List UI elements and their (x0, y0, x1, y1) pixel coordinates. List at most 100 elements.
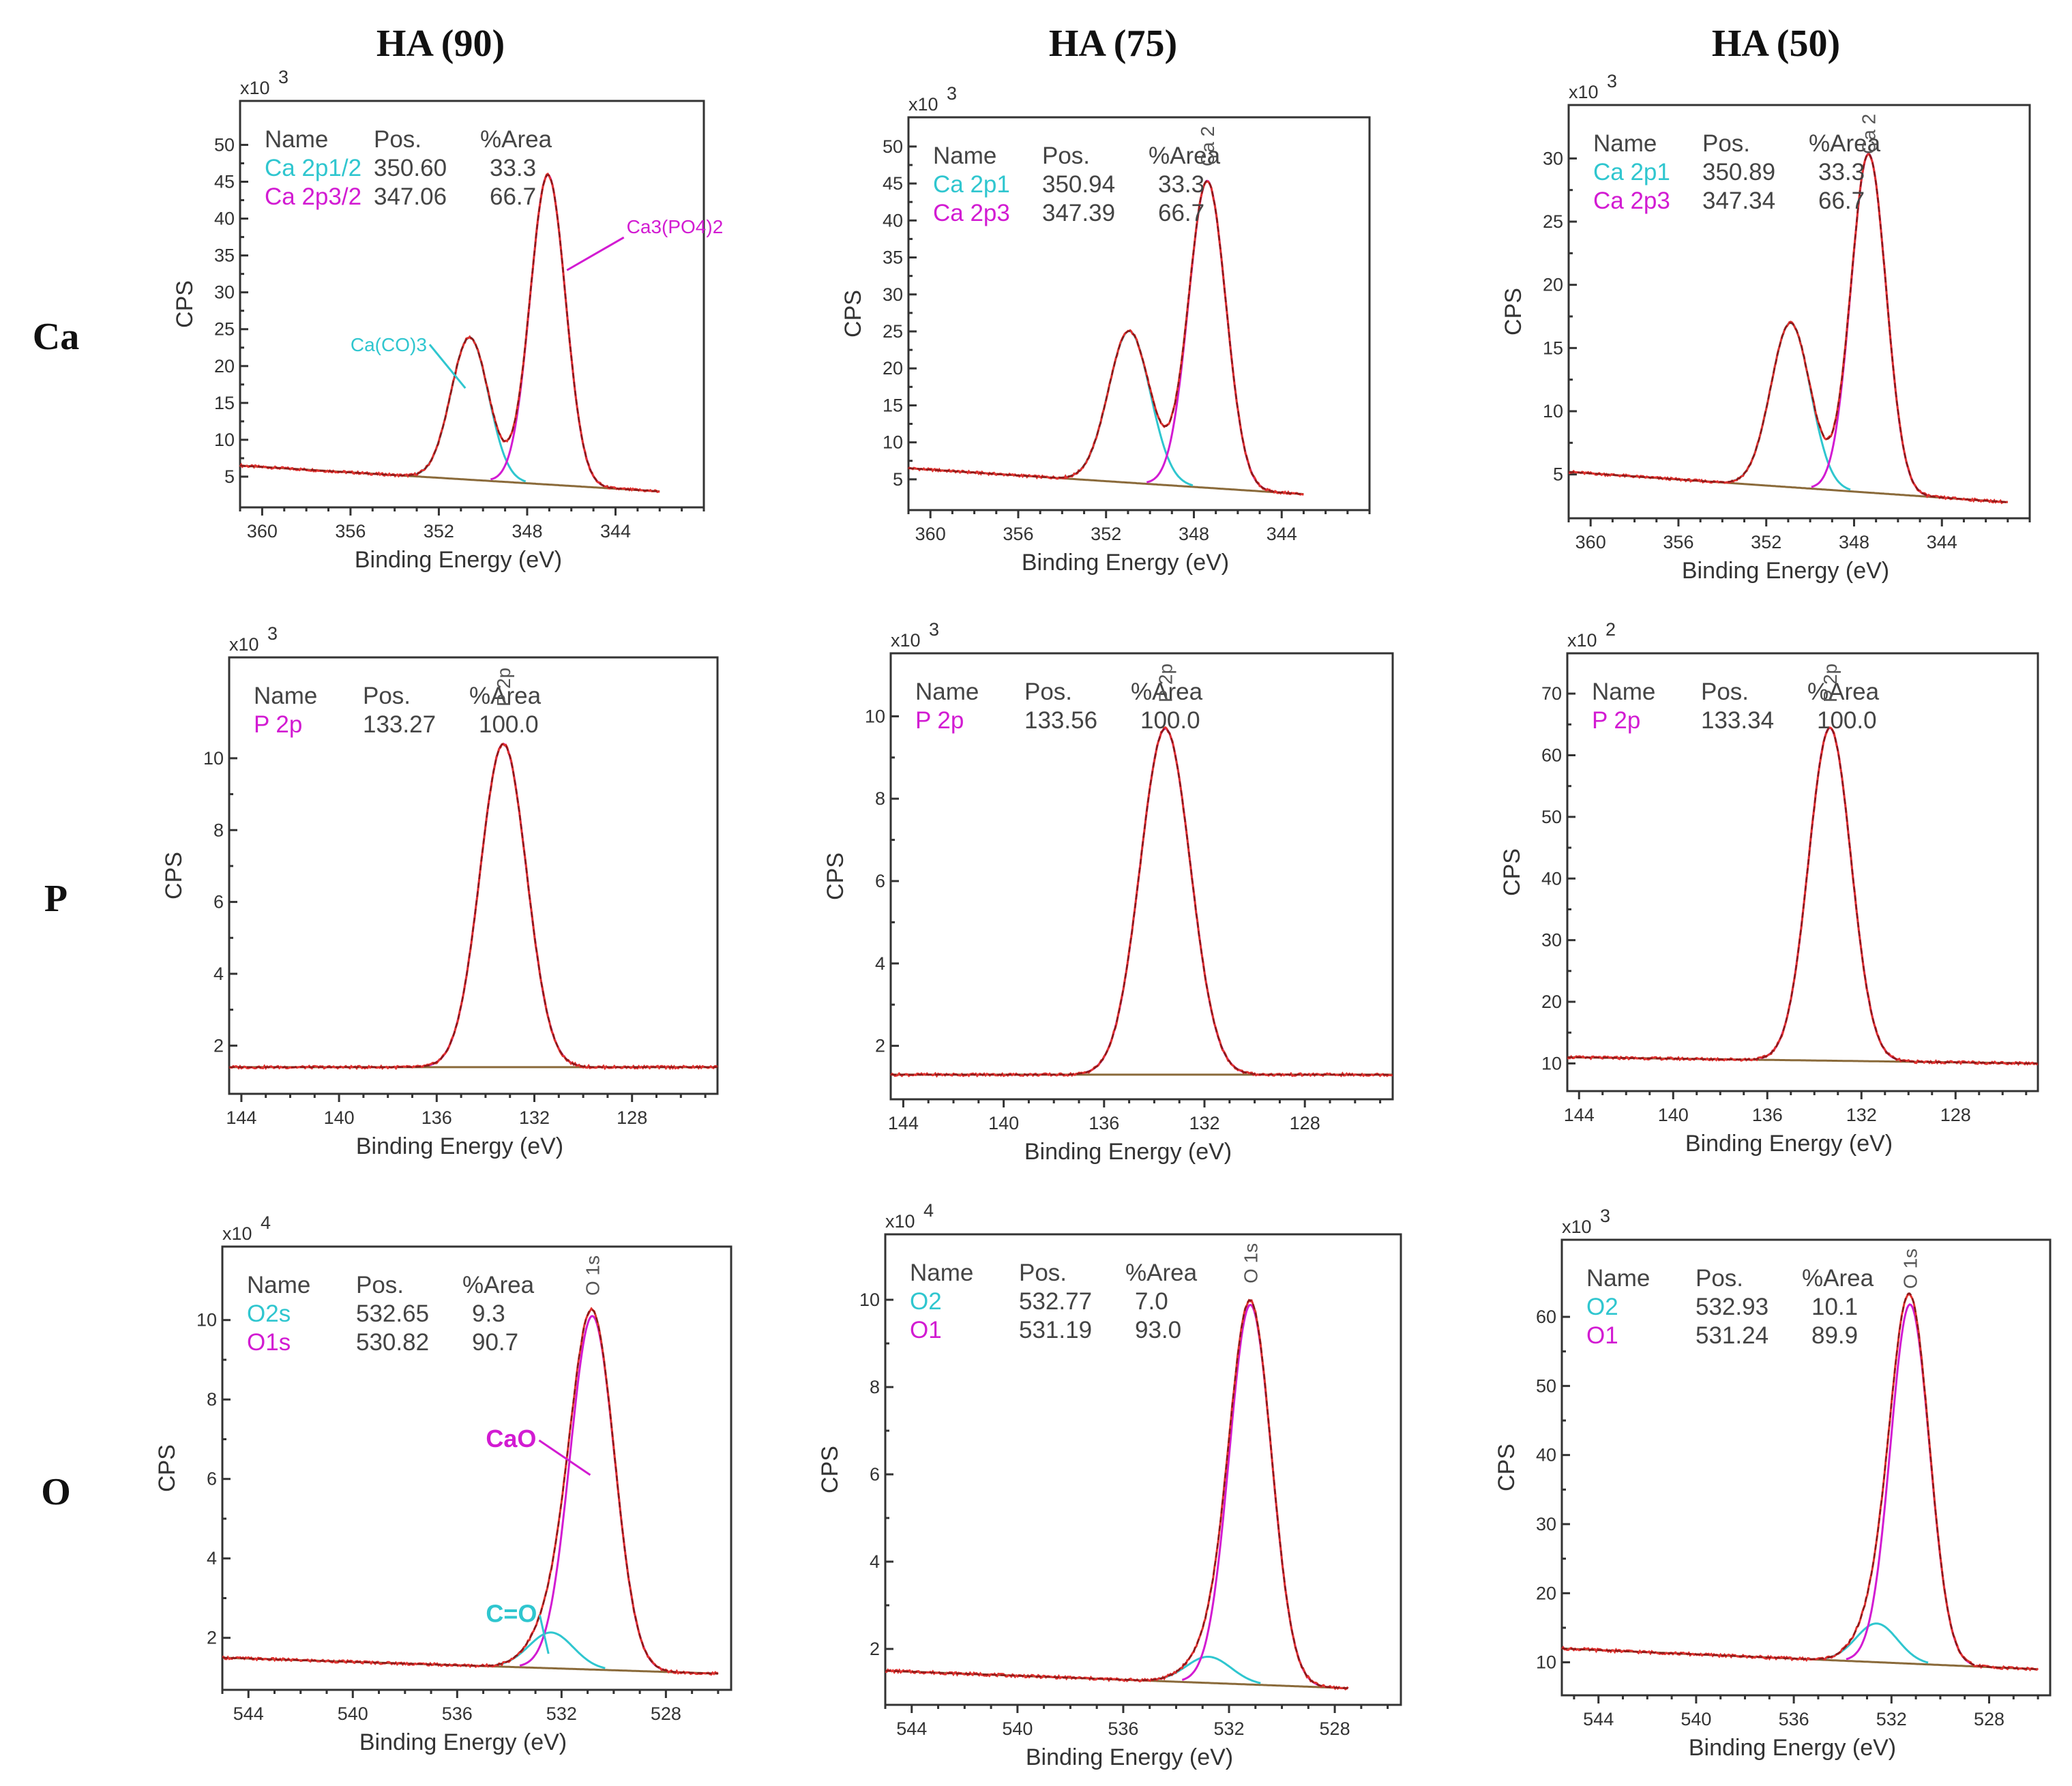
row-header: Ca (33, 316, 79, 358)
y-tick-label: 6 (870, 1464, 880, 1485)
y-tick-label: 5 (1553, 464, 1563, 485)
chart-panel-p-ha90: 2 4 6 8 10 144 140 136 132 128 Binding Energy (eV)… (161, 623, 719, 1159)
x-tick-label: 352 (424, 521, 454, 541)
fit-envelope (1567, 727, 2038, 1065)
x-tick-label: 144 (888, 1113, 919, 1133)
y-tick-label: 30 (883, 284, 903, 305)
x-tick-label: 348 (512, 521, 542, 541)
fit-envelope (1561, 1292, 2039, 1670)
legend-area: 90.7 (472, 1329, 518, 1356)
x-tick-label: 352 (1091, 524, 1121, 544)
peak-tag: O 1s (582, 1255, 603, 1296)
y-tick-label: 10 (1541, 1053, 1562, 1073)
y-tick-label: 6 (875, 871, 885, 891)
row-header: O (41, 1471, 71, 1513)
legend-header: Pos. (363, 683, 411, 709)
legend-header: Pos. (1702, 130, 1750, 157)
y-tick-label: 10 (203, 748, 224, 769)
plot-frame (228, 656, 719, 1095)
x-axis-label: Binding Energy (eV) (1682, 558, 1889, 584)
x-axis-label: Binding Energy (eV) (1022, 550, 1229, 576)
y-tick-label: 5 (893, 469, 903, 490)
component-peak (496, 1631, 606, 1669)
x-tick-label: 528 (1974, 1709, 2004, 1729)
legend-area: 66.7 (1818, 188, 1865, 214)
y-tick-label: 8 (875, 788, 885, 809)
chart-panel-o-ha90: 2 4 6 8 10 544 540 536 532 528 Binding Energy (eV)… (154, 1212, 732, 1755)
legend-position: 133.27 (363, 711, 436, 738)
x-axis-label: Binding Energy (eV) (355, 547, 562, 573)
legend-header: Pos. (1696, 1265, 1743, 1292)
legend-area: 9.3 (472, 1300, 505, 1327)
legend-name: Ca 2p3 (933, 200, 1010, 226)
y-tick-label: 50 (1541, 807, 1562, 827)
y-axis-label: CPS (1500, 288, 1526, 336)
x-tick-label: 544 (1583, 1709, 1614, 1729)
legend-name: Ca 2p1/2 (265, 155, 361, 181)
legend-position: 530.82 (356, 1329, 429, 1356)
y-axis-label: CPS (817, 1446, 843, 1493)
y-tick-label: 20 (883, 358, 903, 378)
chart-panel-ca-ha90: 5 10 15 20 25 30 35 40 45 50 360 356 352 348 344 Bindin… (172, 67, 723, 573)
x-tick-label: 128 (1290, 1113, 1320, 1133)
chart-panel-p-ha50: 10 20 30 40 50 60 70 144 140 136 132 128 Binding Ene… (1499, 619, 2039, 1157)
y-tick-label: 60 (1536, 1307, 1556, 1327)
component-peak (519, 1315, 665, 1671)
x-tick-label: 528 (651, 1703, 681, 1724)
y-tick-label: 10 (859, 1290, 880, 1310)
legend-header: %Area (1807, 679, 1880, 705)
legend-area: 93.0 (1135, 1317, 1181, 1343)
y-tick-label: 20 (1541, 992, 1562, 1012)
y-axis-label: CPS (172, 280, 198, 328)
legend-header: Pos. (374, 126, 421, 153)
x-tick-label: 344 (600, 521, 631, 541)
legend-position: 347.39 (1042, 200, 1115, 226)
component-peak (1824, 1622, 1929, 1664)
annotation-leader (428, 344, 467, 389)
legend-header: Name (254, 683, 317, 709)
y-tick-label: 5 (224, 466, 235, 487)
peak-annotation: Ca3(PO4)2 (627, 216, 724, 237)
x-axis-label: Binding Energy (eV) (1689, 1735, 1896, 1761)
x-tick-label: 360 (1575, 532, 1606, 552)
axis-multiplier: x10 (1562, 1217, 1592, 1237)
x-tick-label: 356 (1663, 532, 1693, 552)
y-tick-label: 45 (214, 171, 235, 192)
axis-multiplier: x10 (908, 94, 938, 115)
axis-multiplier-exponent: 4 (261, 1212, 271, 1233)
y-tick-label: 40 (883, 210, 903, 230)
legend-area: 10.1 (1811, 1294, 1858, 1320)
peak-annotation: CaO (486, 1425, 536, 1453)
axis-multiplier-exponent: 3 (278, 67, 288, 87)
y-tick-label: 15 (214, 393, 235, 413)
peak-tag: Ca 2 (1197, 126, 1218, 166)
y-tick-label: 40 (1536, 1445, 1556, 1465)
legend-position: 350.94 (1042, 171, 1115, 198)
raw-spectrum (885, 1298, 1349, 1691)
y-tick-label: 60 (1541, 745, 1562, 765)
x-tick-label: 360 (247, 521, 278, 541)
annotation-leader (538, 1439, 591, 1476)
y-tick-label: 25 (214, 319, 235, 340)
legend-header: %Area (462, 1272, 535, 1298)
legend-name: Ca 2p1 (1593, 159, 1670, 185)
y-tick-label: 2 (213, 1035, 224, 1056)
y-tick-label: 15 (1543, 338, 1563, 358)
y-tick-label: 15 (883, 395, 903, 415)
legend-position: 347.06 (374, 183, 447, 210)
y-tick-label: 4 (207, 1548, 217, 1568)
y-tick-label: 30 (1541, 930, 1562, 951)
legend-header: Name (1592, 679, 1655, 705)
y-tick-label: 40 (1541, 868, 1562, 889)
column-header: HA (90) (376, 23, 505, 65)
x-tick-label: 132 (1846, 1105, 1877, 1125)
legend-area: 33.3 (490, 155, 536, 181)
annotation-leader (538, 1615, 550, 1654)
y-tick-label: 6 (213, 892, 224, 912)
axis-multiplier: x10 (891, 630, 921, 651)
y-tick-label: 35 (883, 248, 903, 268)
x-tick-label: 140 (1658, 1105, 1689, 1125)
legend-position: 350.60 (374, 155, 447, 181)
legend-header: %Area (1149, 143, 1221, 169)
peak-tag: P 2p (1155, 664, 1176, 702)
